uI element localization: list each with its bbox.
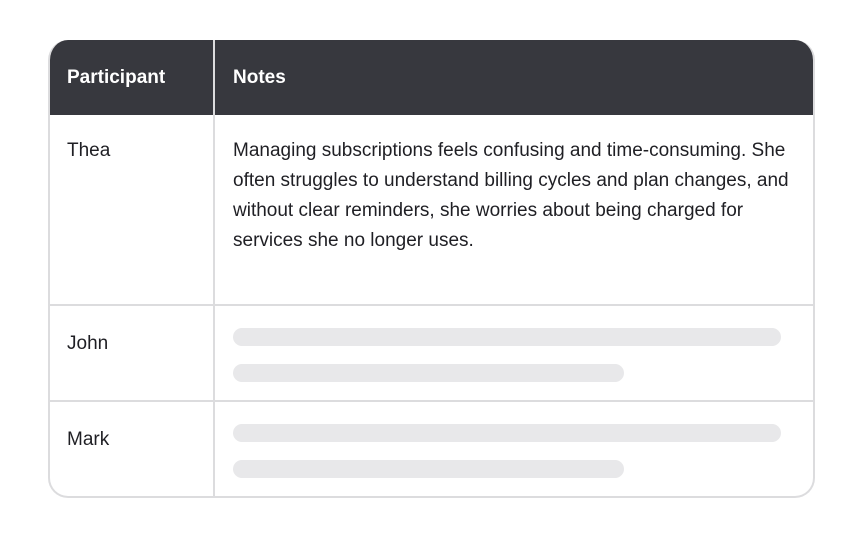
column-header-notes: Notes bbox=[233, 67, 286, 88]
row-divider bbox=[50, 400, 813, 402]
participant-name: Mark bbox=[67, 429, 110, 450]
skeleton-line bbox=[233, 424, 781, 442]
participant-notes-table: Participant Notes Thea Managing subscrip… bbox=[48, 40, 815, 498]
participant-name: John bbox=[67, 333, 109, 354]
row-divider bbox=[50, 304, 813, 306]
column-divider bbox=[213, 40, 215, 496]
table-header: Participant Notes bbox=[50, 40, 813, 115]
skeleton-line bbox=[233, 328, 781, 346]
skeleton-line bbox=[233, 364, 624, 382]
participant-notes: Managing subscriptions feels confusing a… bbox=[233, 140, 789, 251]
column-header-participant: Participant bbox=[67, 67, 166, 88]
skeleton-line bbox=[233, 460, 624, 478]
participant-name: Thea bbox=[67, 140, 111, 161]
